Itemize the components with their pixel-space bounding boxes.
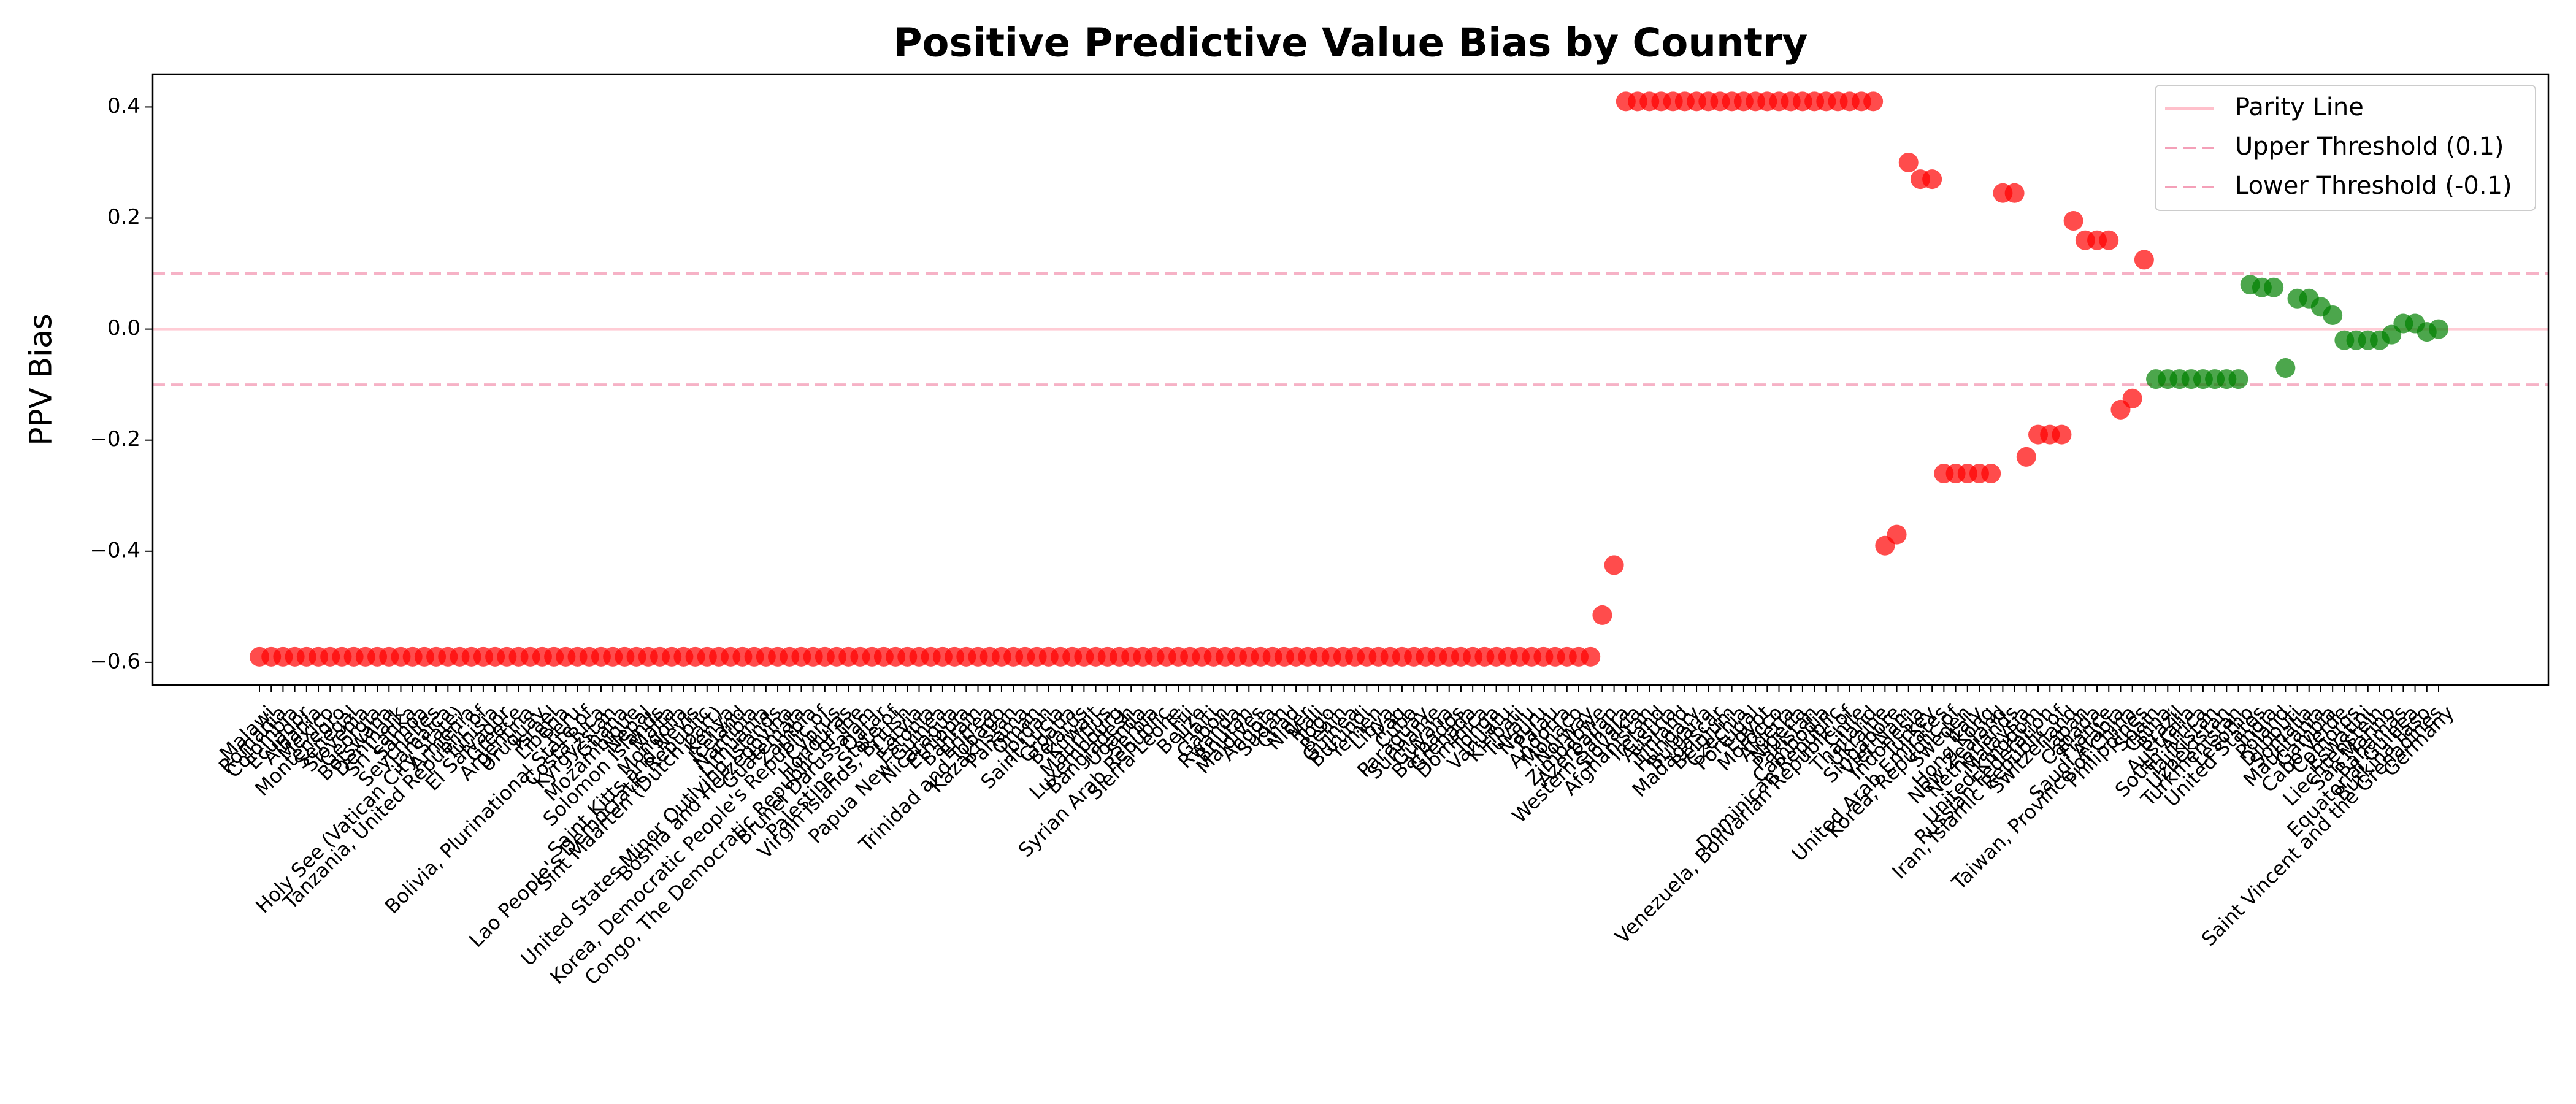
point	[1898, 152, 1919, 172]
y-tick-label: 0.0	[107, 316, 140, 340]
point	[2052, 424, 2072, 445]
point	[1922, 169, 1942, 190]
plot-frame	[151, 73, 2550, 686]
y-tick-label: −0.2	[90, 427, 140, 451]
point	[1863, 91, 1884, 112]
point	[1981, 464, 2001, 484]
legend-box	[2155, 85, 2536, 211]
point	[2228, 369, 2248, 389]
chart-title: Positive Predictive Value Bias by Countr…	[894, 21, 1808, 66]
point	[2122, 388, 2142, 408]
y-tick-label: −0.6	[90, 649, 140, 673]
legend-label: Upper Threshold (0.1)	[2235, 132, 2504, 161]
point	[2016, 447, 2036, 467]
point	[1581, 646, 1601, 667]
legend-label: Lower Threshold (-0.1)	[2235, 172, 2512, 200]
point	[2275, 358, 2296, 378]
point	[1592, 605, 1612, 625]
point	[2134, 250, 2154, 270]
point	[1604, 555, 1624, 575]
point	[2004, 183, 2025, 203]
legend-label: Parity Line	[2235, 93, 2364, 121]
y-tick-label: −0.4	[90, 538, 140, 562]
point	[2429, 319, 2448, 339]
y-axis-label: PPV Bias	[23, 313, 59, 445]
point	[2099, 230, 2119, 250]
point	[2063, 211, 2083, 231]
point	[2264, 277, 2284, 297]
y-tick-label: 0.4	[107, 94, 140, 118]
point	[2323, 305, 2343, 325]
y-tick-label: 0.2	[107, 205, 140, 229]
point	[1887, 524, 1907, 545]
